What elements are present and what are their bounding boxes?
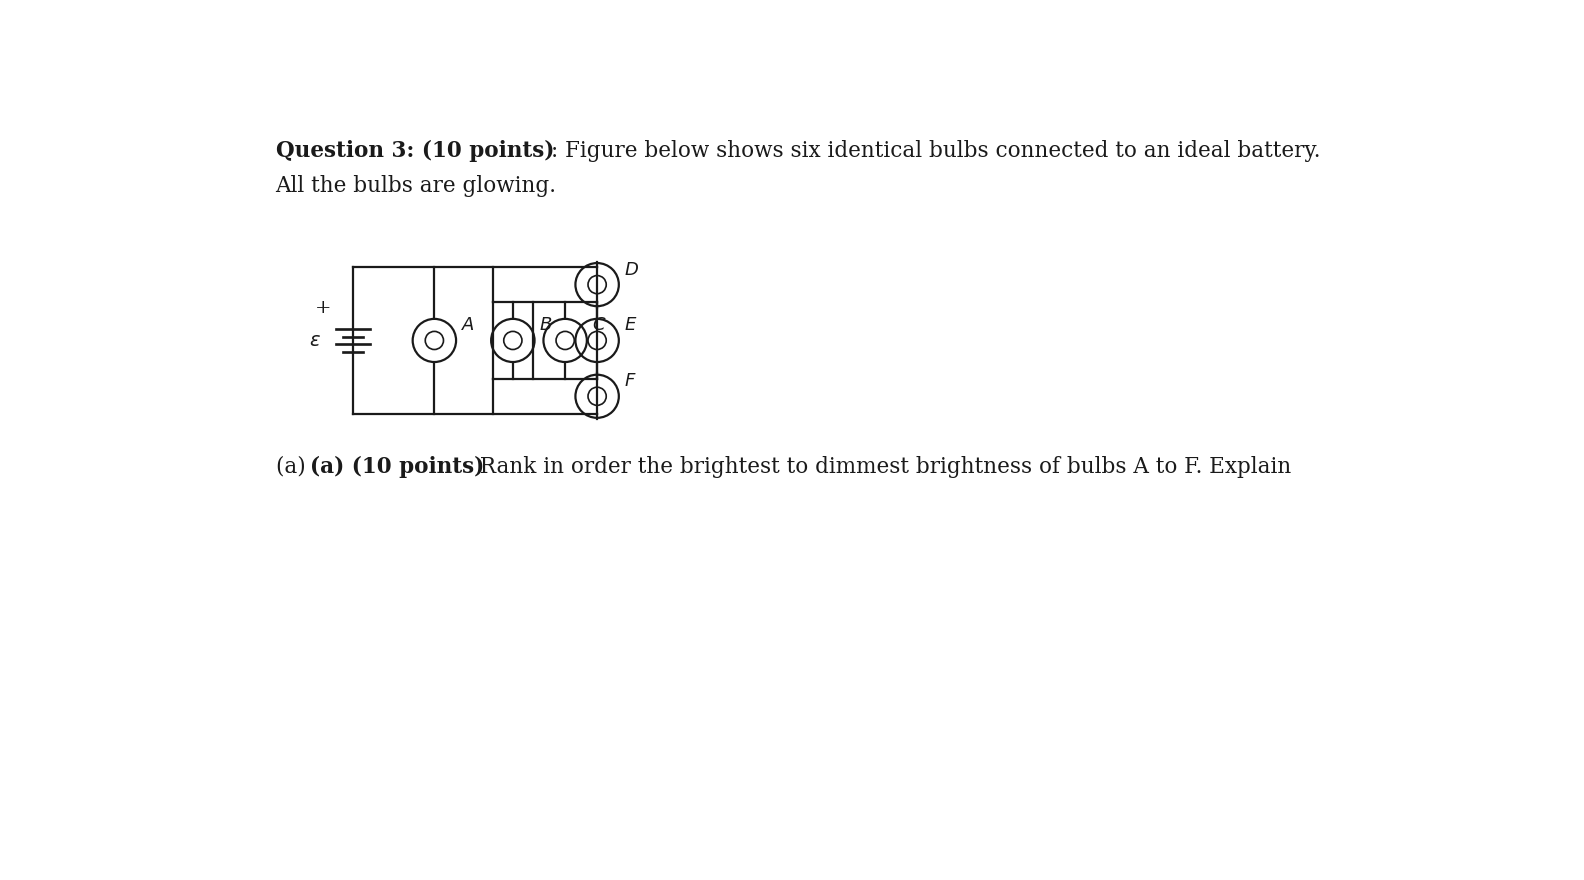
Text: $\varepsilon$: $\varepsilon$: [309, 331, 320, 350]
Text: F: F: [624, 372, 635, 390]
Text: All the bulbs are glowing.: All the bulbs are glowing.: [276, 175, 556, 197]
Text: B: B: [540, 316, 553, 334]
Text: E: E: [624, 316, 635, 334]
Text: Question 3: (10 points): Question 3: (10 points): [276, 140, 554, 162]
Text: Rank in order the brightest to dimmest brightness of bulbs A to F. Explain: Rank in order the brightest to dimmest b…: [474, 456, 1291, 478]
Text: (a): (a): [276, 456, 312, 478]
Text: +: +: [315, 299, 331, 317]
Text: (a) (10 points): (a) (10 points): [310, 456, 485, 478]
Text: C: C: [592, 316, 605, 334]
Text: D: D: [624, 260, 638, 279]
Text: : Figure below shows six identical bulbs connected to an ideal battery.: : Figure below shows six identical bulbs…: [551, 140, 1319, 162]
Text: A: A: [461, 316, 474, 334]
